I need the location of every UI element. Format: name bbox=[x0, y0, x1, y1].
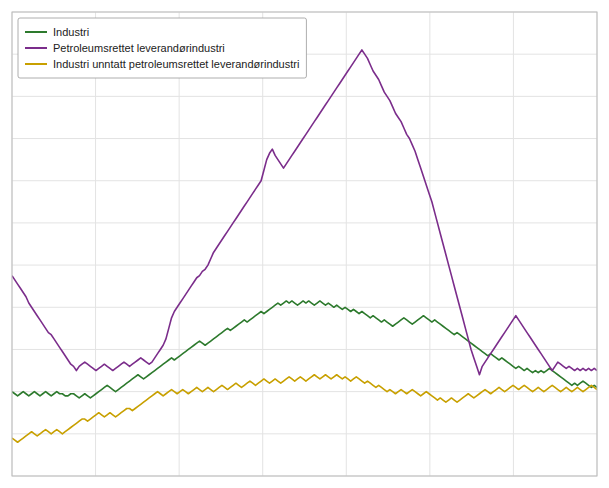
y-grid-line bbox=[12, 180, 597, 181]
legend-swatch bbox=[25, 63, 47, 65]
x-grid-line bbox=[179, 12, 180, 476]
plot-background bbox=[12, 12, 597, 476]
chart: Industri Petroleumsrettet leverandørindus… bbox=[0, 0, 609, 488]
y-grid-line bbox=[12, 265, 597, 266]
legend-swatch bbox=[25, 47, 47, 49]
y-grid-line bbox=[12, 349, 597, 350]
series-line bbox=[12, 50, 597, 375]
legend-label: Petroleumsrettet leverandørindustri bbox=[53, 42, 225, 54]
series-line bbox=[12, 375, 597, 442]
x-grid-line bbox=[429, 12, 430, 476]
y-grid-line bbox=[12, 96, 597, 97]
y-grid-line bbox=[12, 433, 597, 434]
x-grid-line bbox=[95, 12, 96, 476]
plot-frame bbox=[12, 12, 597, 476]
y-grid-line bbox=[12, 307, 597, 308]
series-line bbox=[12, 301, 597, 398]
x-grid-line bbox=[346, 12, 347, 476]
x-grid-line bbox=[513, 12, 514, 476]
y-grid-line bbox=[12, 138, 597, 139]
grid bbox=[12, 12, 597, 476]
legend-label: Industri bbox=[53, 26, 89, 38]
legend-label: Industri unntatt petroleumsrettet levera… bbox=[53, 58, 299, 70]
x-grid-line bbox=[262, 12, 263, 476]
legend-frame bbox=[18, 18, 306, 78]
y-grid-line bbox=[12, 222, 597, 223]
legend-swatch bbox=[25, 31, 47, 33]
lines bbox=[12, 50, 597, 442]
legend: Industri Petroleumsrettet leverandørindus… bbox=[18, 18, 306, 78]
